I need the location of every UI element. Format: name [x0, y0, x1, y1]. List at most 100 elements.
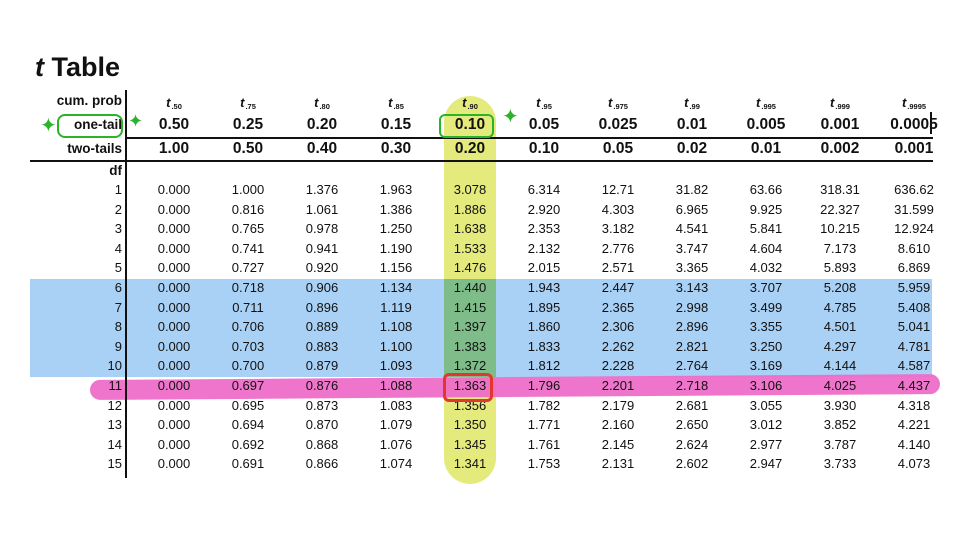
df-value: 4: [114, 240, 122, 256]
table-cell: 2.681: [675, 397, 709, 413]
header-010-box: [439, 114, 494, 138]
df-value: 2: [114, 201, 122, 217]
one-tail-value: 0.10: [454, 116, 486, 133]
table-cell: 5.893: [823, 260, 857, 276]
column-t-label: t.85: [359, 95, 433, 111]
table-cell: 0.000: [157, 378, 191, 393]
t-subscript: .50: [171, 102, 182, 111]
table-cell: 2.160: [601, 417, 635, 433]
table-cell: 2.776: [601, 240, 635, 256]
table-cell: 1.345: [453, 436, 487, 452]
t-letter: t: [830, 95, 835, 110]
table-cell: 1.363: [453, 378, 487, 393]
table-cell: 1.079: [379, 417, 413, 433]
title-letter: t: [35, 52, 44, 82]
table-cell: 4.501: [823, 319, 857, 335]
one-tail-circle: [57, 114, 123, 138]
table-cell: 3.250: [749, 338, 783, 354]
table-cell: 9.925: [749, 201, 783, 217]
table-cell: 1.963: [379, 182, 413, 197]
label-column-divider: [125, 90, 127, 478]
table-cell: 2.015: [527, 260, 561, 276]
column-t-label: t.99: [655, 95, 729, 111]
table-cell: 2.179: [601, 397, 635, 413]
table-cell: 3.169: [749, 358, 783, 374]
t-letter: t: [388, 95, 393, 110]
table-cell: 3.733: [823, 456, 857, 472]
df-value: 6: [114, 280, 122, 295]
table-cell: 4.140: [897, 436, 931, 452]
star-mark-mid: ✦: [128, 111, 144, 132]
table-cell: 2.650: [675, 417, 709, 433]
header-divider-bottom: [30, 160, 933, 162]
table-cell: 0.000: [157, 201, 191, 217]
table-cell: 1.415: [453, 299, 487, 315]
t-subscript: .85: [393, 102, 404, 111]
table-cell: 1.108: [379, 319, 413, 335]
table-cell: 4.587: [897, 358, 931, 374]
page-title: t Table: [35, 52, 120, 83]
title-word: Table: [51, 52, 121, 82]
table-cell: 0.000: [157, 260, 191, 276]
table-cell: 3.787: [823, 436, 857, 452]
table-cell: 4.144: [823, 358, 857, 374]
two-tails-value: 0.50: [232, 140, 264, 157]
t-letter: t: [608, 95, 613, 110]
t-letter: t: [166, 95, 171, 110]
table-cell: 2.998: [675, 299, 709, 315]
table-cell: 2.145: [601, 436, 635, 452]
df-value: 13: [107, 417, 122, 433]
one-tail-label: one-tail: [73, 117, 122, 132]
table-cell: 2.718: [675, 378, 709, 393]
table-cell: 2.228: [601, 358, 635, 374]
table-cell: 63.66: [749, 182, 783, 197]
table-cell: 0.765: [231, 221, 265, 237]
table-cell: 1.250: [379, 221, 413, 237]
two-tails-value: 0.10: [528, 140, 560, 157]
table-cell: 5.959: [897, 280, 931, 295]
table-cell: 1.341: [453, 456, 487, 472]
one-tail-value: 0.0005: [890, 116, 938, 133]
table-cell: 1.383: [453, 338, 487, 354]
table-cell: 3.852: [823, 417, 857, 433]
t-letter: t: [240, 95, 245, 110]
table-cell: 1.000: [231, 182, 265, 197]
df-value: 9: [114, 338, 122, 354]
table-cell: 3.106: [749, 378, 783, 393]
one-tail-value: 0.05: [528, 116, 560, 133]
table-cell: 2.306: [601, 319, 635, 335]
one-tail-value: 0.50: [158, 116, 190, 133]
table-cell: 0.876: [305, 378, 339, 393]
star-mark-left: ✦: [40, 113, 57, 137]
table-cell: 5.041: [897, 319, 931, 335]
star-mark-right: ✦: [502, 104, 519, 128]
table-cell: 3.012: [749, 417, 783, 433]
table-cell: 1.074: [379, 456, 413, 472]
df-value: 15: [107, 456, 122, 472]
two-tails-value: 0.002: [820, 140, 860, 157]
table-cell: 0.718: [231, 280, 265, 295]
table-cell: 0.868: [305, 436, 339, 452]
table-cell: 0.000: [157, 397, 191, 413]
t-letter: t: [756, 95, 761, 110]
column-t-label: t.50: [137, 95, 211, 111]
two-tails-value: 0.01: [750, 140, 782, 157]
table-cell: 3.055: [749, 397, 783, 413]
table-cell: 3.747: [675, 240, 709, 256]
table-cell: 8.610: [897, 240, 931, 256]
table-cell: 1.386: [379, 201, 413, 217]
table-cell: 1.376: [305, 182, 339, 197]
table-cell: 0.816: [231, 201, 265, 217]
table-cell: 4.297: [823, 338, 857, 354]
table-cell: 0.727: [231, 260, 265, 276]
table-cell: 2.131: [601, 456, 635, 472]
table-cell: 0.000: [157, 436, 191, 452]
answer-cell-box: [443, 373, 493, 402]
table-cell: 2.262: [601, 338, 635, 354]
t-subscript: .80: [319, 102, 330, 111]
table-cell: 1.833: [527, 338, 561, 354]
table-cell: 0.978: [305, 221, 339, 237]
table-cell: 2.447: [601, 280, 635, 295]
table-cell: 0.000: [157, 456, 191, 472]
column-t-label: t.75: [211, 95, 285, 111]
